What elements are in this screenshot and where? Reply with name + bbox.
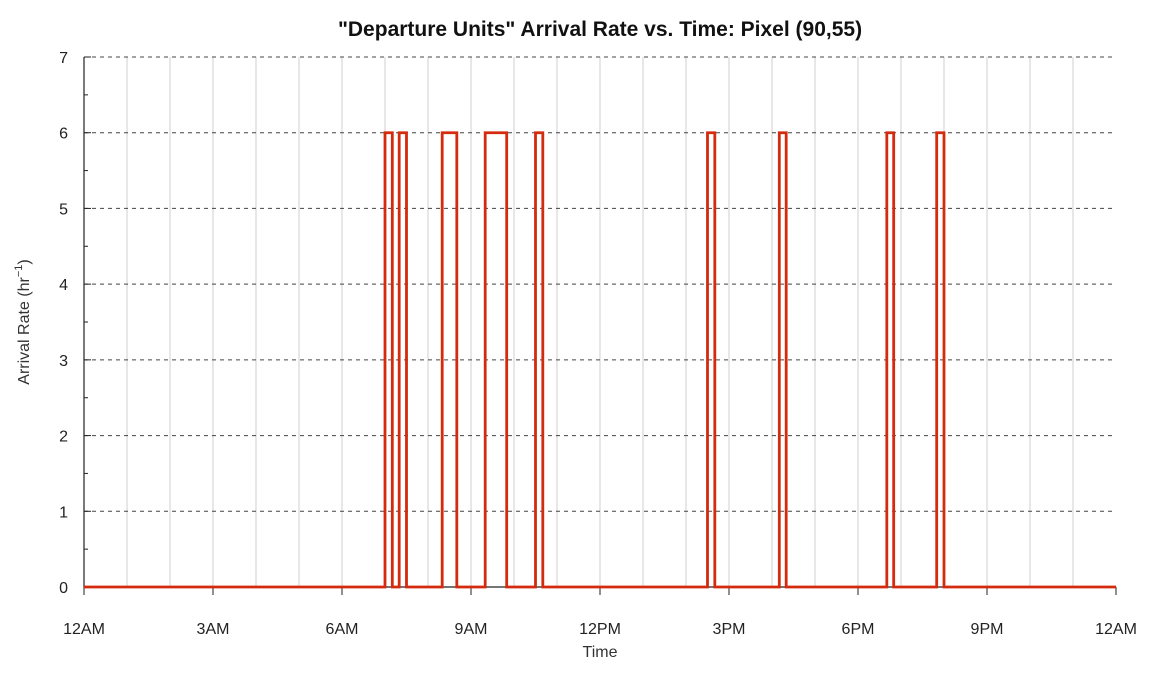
x-axis-label: Time <box>583 644 618 661</box>
y-tick-label: 4 <box>59 277 68 294</box>
chart-title: "Departure Units" Arrival Rate vs. Time:… <box>338 18 862 41</box>
x-tick-label: 9PM <box>971 621 1004 638</box>
axes: 0 1 2 3 4 5 6 7 12AM 3AM 6AM 9AM 12PM 3PM 6PM 9PM 12AM <box>59 50 1137 638</box>
x-tick-label: 6AM <box>326 621 359 638</box>
arrival-rate-line <box>84 131 1116 589</box>
x-tick-label: 9AM <box>455 621 488 638</box>
y-tick-label: 6 <box>59 126 68 143</box>
y-tick-label: 0 <box>59 580 68 597</box>
y-tick-label: 5 <box>59 201 68 218</box>
y-axis-label-close: ) <box>16 259 33 264</box>
x-tick-label: 3AM <box>197 621 230 638</box>
x-tick-label: 6PM <box>842 621 875 638</box>
y-axis-label-main: Arrival Rate (hr <box>16 276 33 384</box>
x-tick-label: 12AM <box>1095 621 1137 638</box>
y-axis-label: Arrival Rate (hr−1) <box>13 259 33 384</box>
y-tick-label: 2 <box>59 429 68 446</box>
y-tick-label: 7 <box>59 50 68 67</box>
y-tick-label: 1 <box>59 504 68 521</box>
y-tick-label: 3 <box>59 353 68 370</box>
y-axis-label-superscript: −1 <box>13 265 25 278</box>
series <box>84 131 1116 589</box>
grid <box>84 56 1116 587</box>
x-tick-label: 3PM <box>713 621 746 638</box>
x-tick-label: 12AM <box>63 621 105 638</box>
x-tick-label: 12PM <box>579 621 621 638</box>
